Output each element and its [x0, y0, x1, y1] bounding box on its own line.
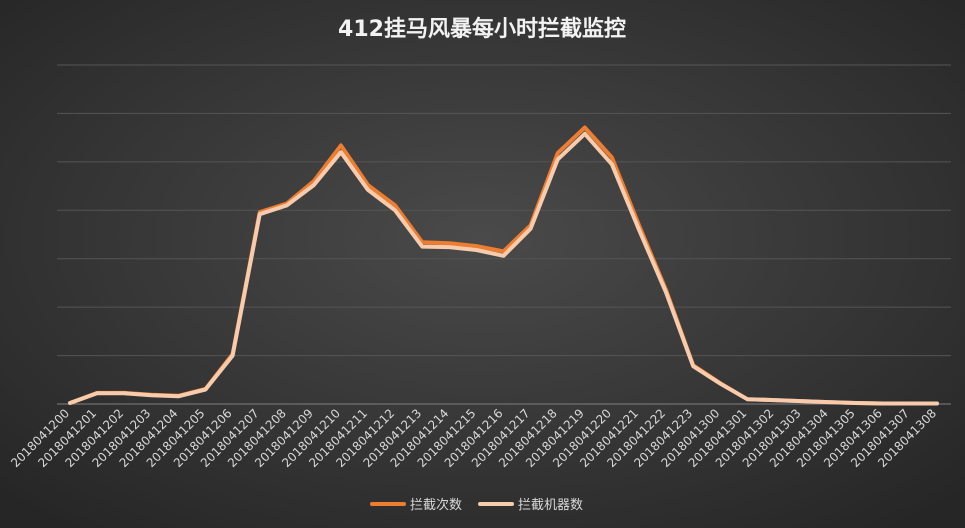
- data-line: [68, 131, 939, 406]
- legend-label: 拦截机器数: [518, 498, 583, 513]
- legend-label: 拦截次数: [410, 497, 462, 513]
- chart-title: 412挂马风暴每小时拦截监控: [338, 16, 626, 42]
